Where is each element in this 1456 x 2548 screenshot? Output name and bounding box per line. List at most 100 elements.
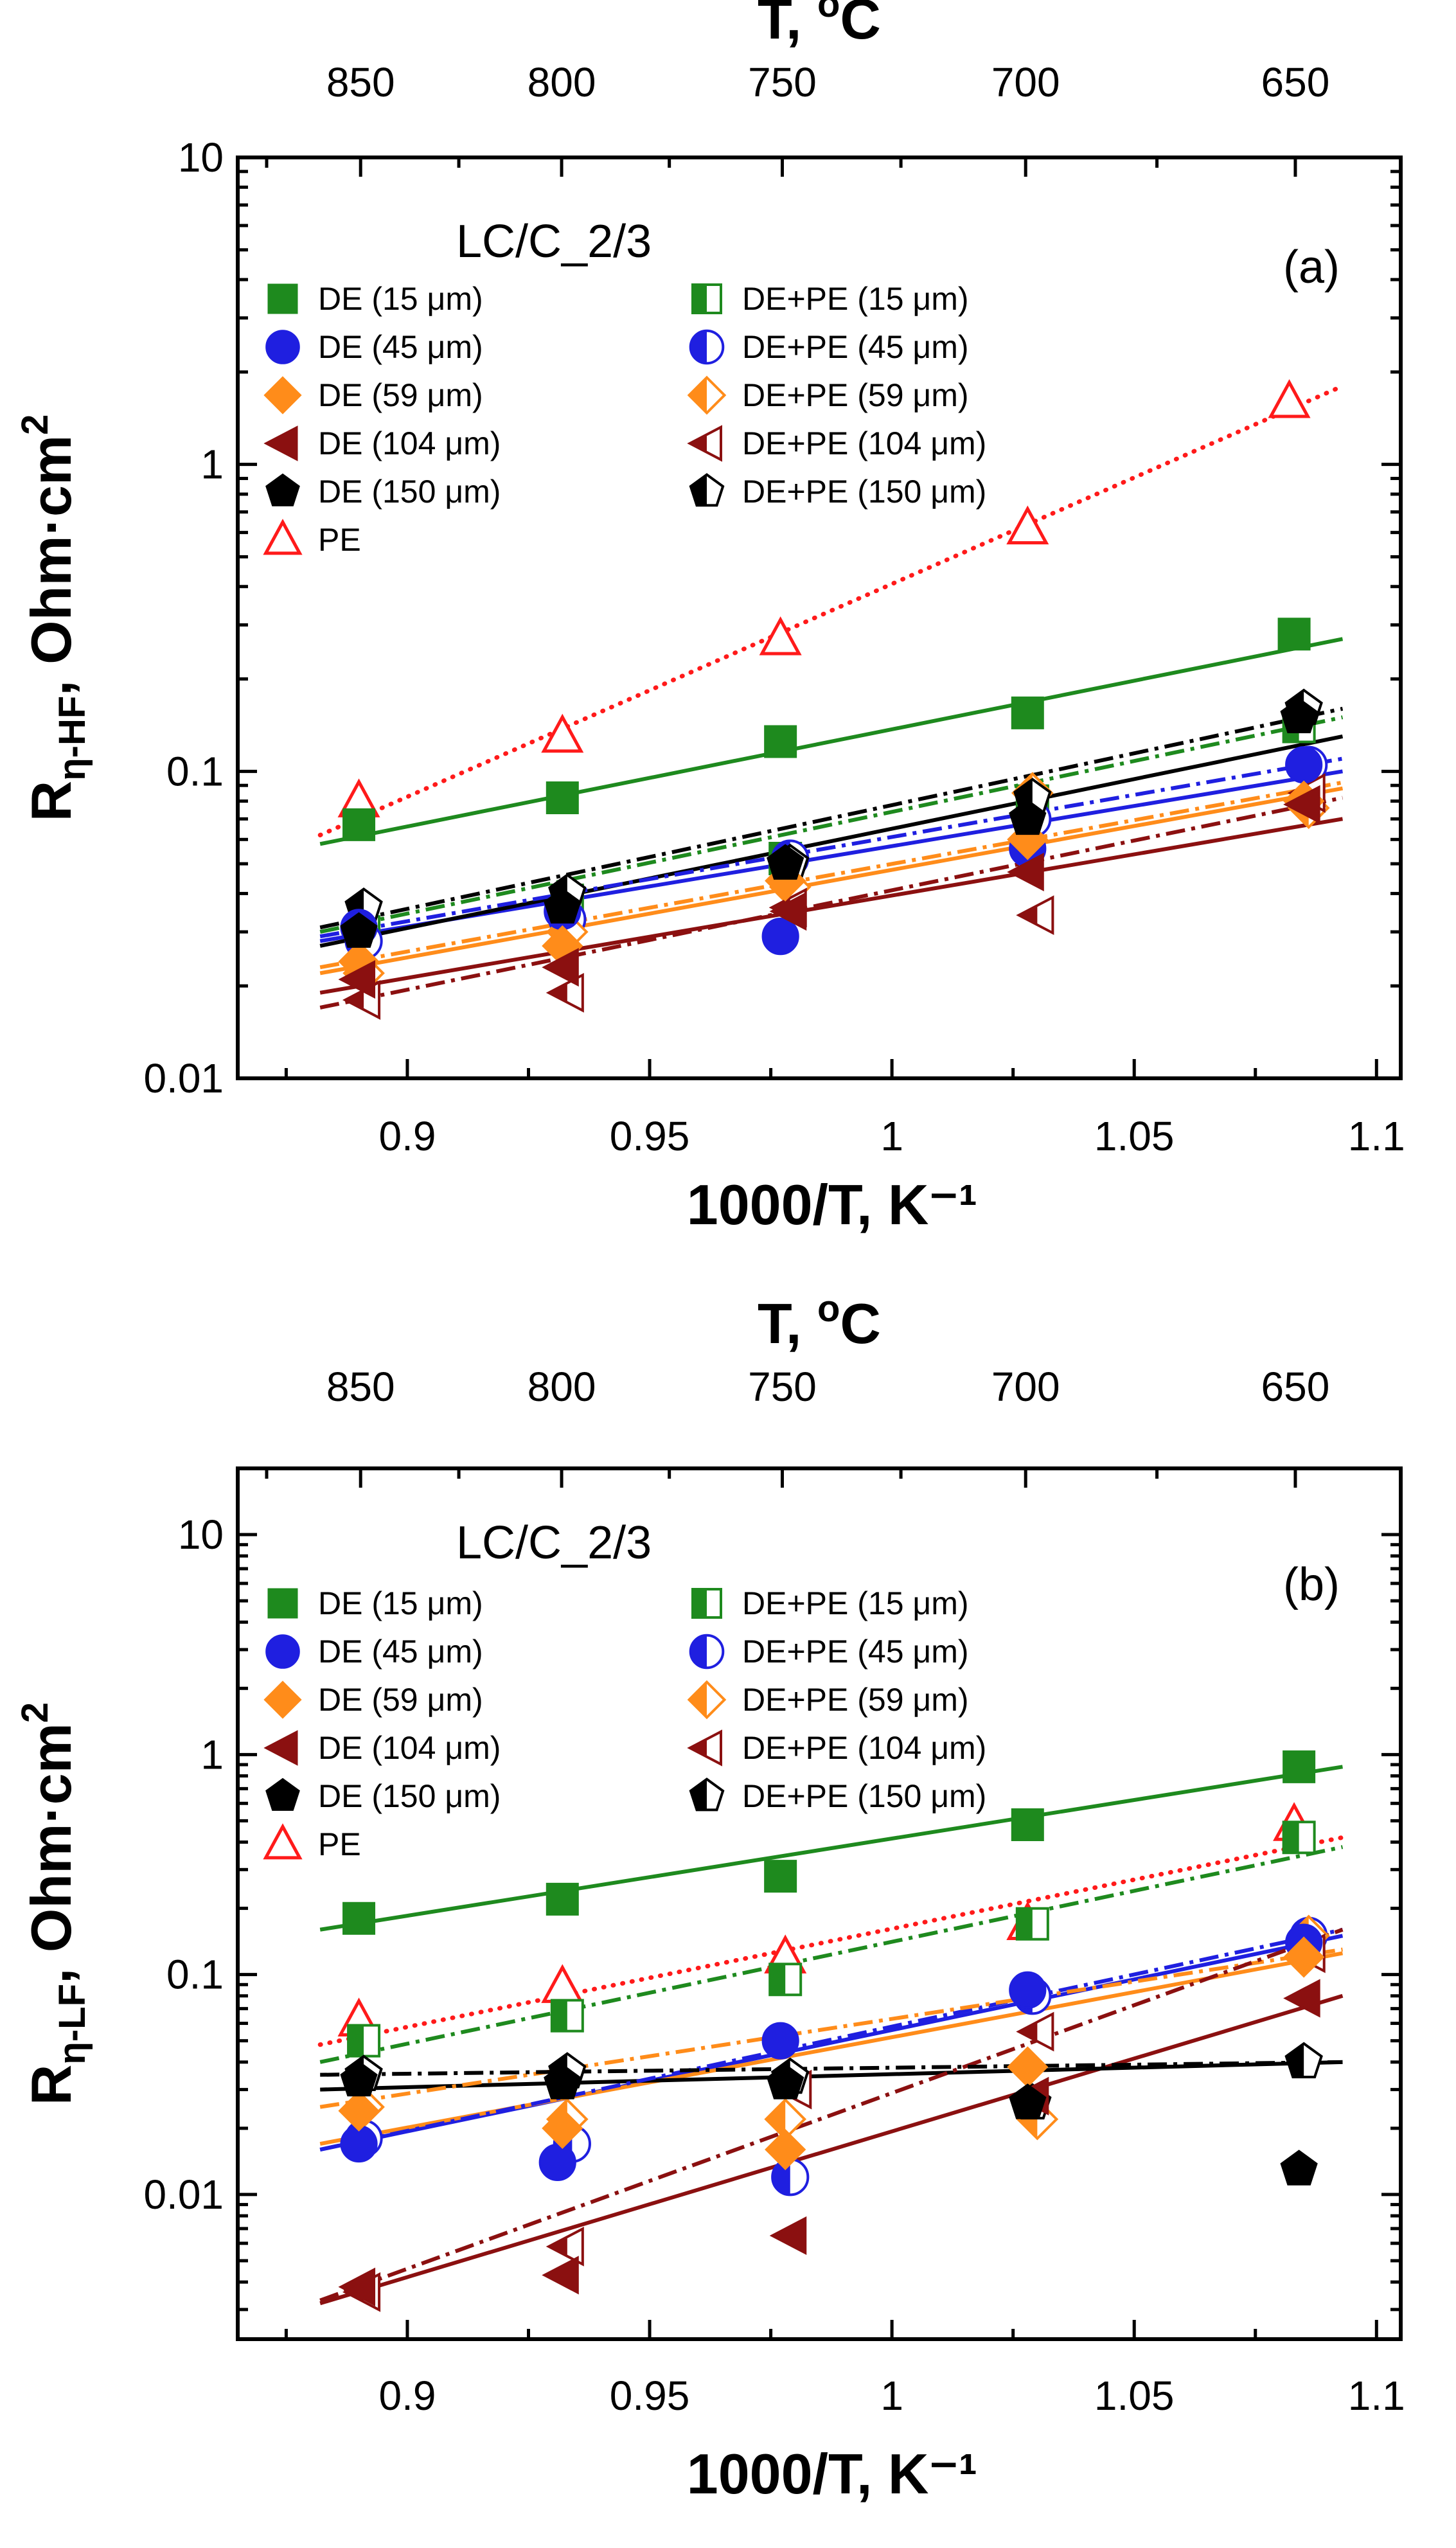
data-point-s0-p3 [1011, 1808, 1044, 1841]
data-point-s0-p0 [342, 808, 376, 841]
x-tick-label: 1 [880, 1113, 903, 1159]
data-point-s1-p4 [1285, 746, 1323, 784]
legend-label: DE+PE (45 μm) [742, 1634, 969, 1670]
fit-line-7 [319, 756, 1344, 939]
top-tick-label: 850 [326, 1364, 395, 1410]
top-tick-label: 800 [528, 59, 596, 105]
legend-marker-1 [265, 1634, 300, 1669]
legend-label: DE+PE (15 μm) [742, 1585, 969, 1621]
data-point-s4-p3 [1009, 2083, 1047, 2119]
x-tick-label: 0.95 [610, 2373, 690, 2419]
legend-marker-9 [687, 1729, 722, 1767]
x-tick-label: 1.1 [1348, 1113, 1405, 1159]
data-point-s5-p1 [541, 713, 584, 753]
fit-line-5 [317, 1835, 1345, 2047]
data-point-s0-p2 [764, 1860, 797, 1893]
legend-label: DE+PE (45 μm) [742, 329, 969, 365]
fit-line-8 [319, 780, 1344, 970]
data-point-s3-p3 [1007, 852, 1044, 892]
ticks [238, 156, 1401, 1080]
data-point-s6-p0 [347, 2024, 381, 2058]
top-axis-title: T, oC [758, 0, 881, 51]
legend-label: DE+PE (150 μm) [742, 474, 986, 510]
top-tick-label: 700 [991, 59, 1060, 105]
fit-line-5 [317, 384, 1345, 838]
legend-label: PE [318, 522, 361, 558]
legend-marker-7 [689, 329, 725, 365]
data-points [337, 1750, 1330, 2312]
legend-marker-8 [687, 375, 727, 415]
data-point-s3-p1 [542, 2256, 579, 2295]
x-axis-title: 1000/T, K⁻¹ [687, 2442, 977, 2506]
data-point-s2-p0 [338, 2090, 380, 2132]
sample-annotation: LC/C_2/3 [456, 1517, 652, 1569]
legend-label: DE (150 μm) [318, 474, 501, 510]
data-point-s5-p1 [541, 1964, 584, 2003]
data-point-s4-p0 [340, 2060, 378, 2097]
y-axis-title: Rη-HF, Ohm·cm2 [14, 414, 93, 822]
data-point-s5-p3 [1006, 505, 1049, 545]
top-tick-label: 800 [528, 1364, 596, 1410]
data-point-s3-p2 [769, 892, 807, 931]
data-point-s0-p0 [342, 1902, 376, 1935]
fit-line-10 [320, 2060, 1343, 2077]
y-axis-title: Rη-LF, Ohm·cm2 [14, 1702, 93, 2105]
data-point-s3-p4 [1283, 785, 1320, 824]
legend: DE (15 μm) DE (45 μm) DE (59 μm) DE (104 μm… [263, 281, 986, 558]
legend-marker-5 [263, 519, 303, 555]
data-point-s2-p2 [765, 2128, 806, 2171]
fit-line-6 [319, 715, 1344, 934]
legend-marker-8 [687, 1680, 727, 1720]
legend-label: DE (15 μm) [318, 281, 483, 317]
legend-marker-2 [263, 376, 302, 414]
y-tick-label: 1 [200, 1731, 224, 1777]
data-point-s9-p3 [1016, 2011, 1054, 2052]
legend-label: DE+PE (104 μm) [742, 425, 986, 461]
data-point-s2-p1 [542, 2107, 583, 2150]
data-point-s4-p2 [767, 844, 804, 880]
legend-marker-9 [687, 425, 722, 462]
y-tick-label: 1 [200, 441, 224, 488]
legend-label: DE+PE (59 μm) [742, 377, 969, 413]
data-point-s0-p4 [1277, 618, 1311, 651]
fit-line-9 [319, 1927, 1344, 2303]
data-point-s1-p2 [761, 2022, 799, 2060]
legend-label: DE (104 μm) [318, 425, 501, 461]
data-point-s6-p1 [550, 1999, 584, 2033]
fit-line-10 [319, 706, 1344, 930]
data-point-s3-p1 [542, 948, 579, 987]
panel-label: (a) [1283, 242, 1340, 293]
legend-label: DE (45 μm) [318, 329, 483, 365]
legend-label: DE (59 μm) [318, 1682, 483, 1718]
ticks [238, 1466, 1401, 2339]
x-tick-label: 1.05 [1094, 1113, 1175, 1159]
data-point-s9-p1 [546, 2226, 584, 2267]
legend-marker-4 [265, 473, 300, 506]
data-point-s3-p0 [338, 960, 376, 999]
legend-marker-5 [263, 1823, 303, 1860]
data-point-s1-p3 [1009, 1971, 1047, 2009]
data-point-s6-p2 [768, 1963, 803, 1997]
legend-marker-6 [691, 1588, 722, 1619]
plot-frame [236, 1466, 1403, 2341]
fit-lines [317, 384, 1345, 1010]
data-point-s3-p2 [769, 2216, 807, 2256]
panel-label: (b) [1283, 1559, 1340, 1610]
data-point-s0-p3 [1011, 696, 1044, 729]
data-point-s6-p4 [1282, 1821, 1316, 1855]
data-points [337, 379, 1330, 1020]
sample-annotation: LC/C_2/3 [456, 216, 652, 267]
legend-label: PE [318, 1826, 361, 1862]
x-axis-title: 1000/T, K⁻¹ [687, 1173, 977, 1236]
data-point-s2-p3 [1007, 2046, 1049, 2088]
fit-line-3 [319, 1993, 1344, 2306]
data-point-s6-p3 [1015, 1907, 1049, 1941]
top-axis-title: T, oC [758, 1288, 881, 1355]
legend: DE (15 μm) DE (45 μm) DE (59 μm) DE (104 μm… [263, 1585, 986, 1862]
legend-marker-6 [691, 283, 722, 314]
legend-label: DE+PE (150 μm) [742, 1778, 986, 1814]
top-tick-label: 750 [748, 59, 817, 105]
x-tick-label: 1.05 [1094, 2373, 1175, 2419]
legend-marker-2 [263, 1680, 302, 1719]
chart-panel-b: 0.9 0.95 1 1.05 1.1 0.01 0.1 1 10 850 800 750 700 650… [14, 1288, 1405, 2506]
